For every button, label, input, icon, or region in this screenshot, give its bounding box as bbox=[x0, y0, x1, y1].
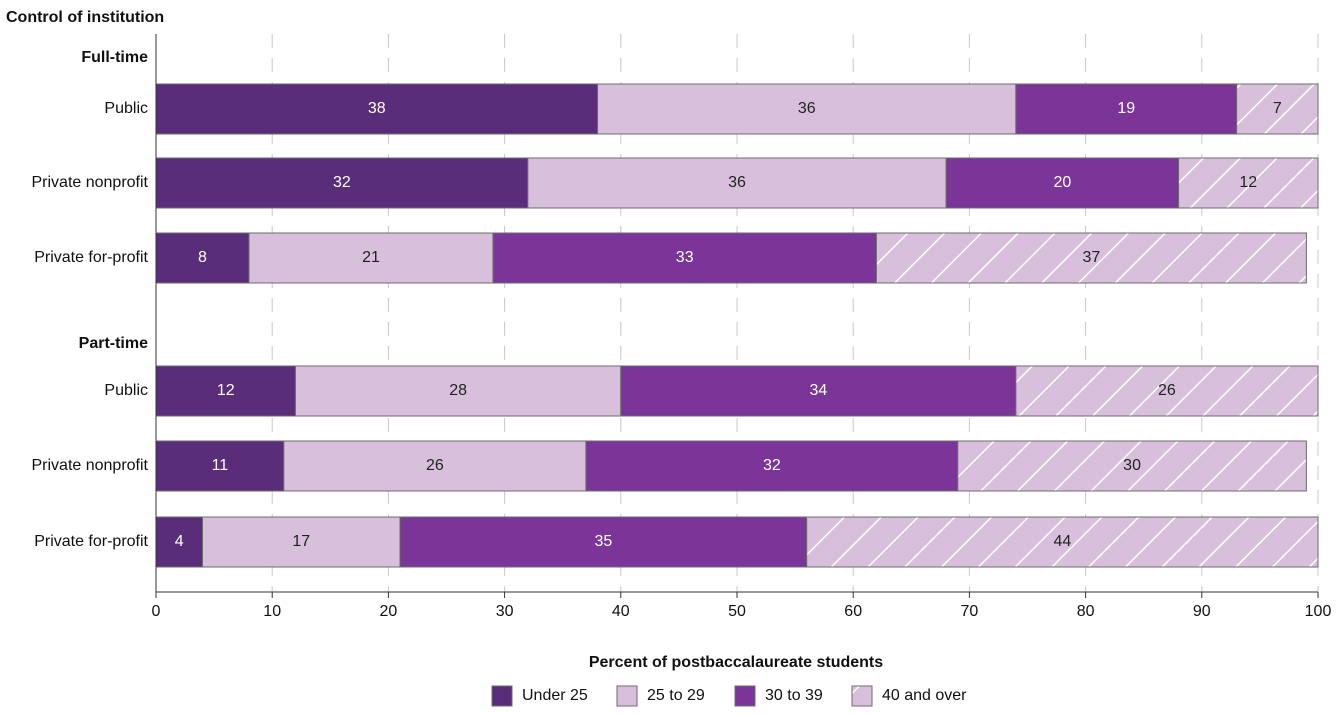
bar-segment bbox=[585, 440, 959, 492]
data-label: 26 bbox=[1158, 382, 1176, 399]
bar-segment bbox=[1236, 83, 1319, 135]
bar-segment bbox=[248, 232, 494, 284]
legend-swatch bbox=[491, 685, 513, 707]
data-label: 19 bbox=[1117, 100, 1135, 117]
bar-segment bbox=[155, 232, 250, 284]
data-label: 21 bbox=[362, 249, 380, 266]
bar-segment bbox=[294, 365, 622, 417]
bar-segment bbox=[155, 157, 529, 209]
bar-segment bbox=[945, 157, 1180, 209]
chart-title: Control of institution bbox=[6, 9, 164, 26]
bar-segment bbox=[806, 516, 1319, 568]
x-tick-label: 50 bbox=[728, 603, 746, 620]
data-label: 20 bbox=[1053, 174, 1071, 191]
category-label: Public bbox=[104, 382, 148, 399]
bar-segment bbox=[155, 365, 296, 417]
x-axis: 0 10 20 30 40 50 60 70 80 90 100 bbox=[152, 34, 1332, 620]
legend-swatch bbox=[616, 685, 638, 707]
legend-label: 40 and over bbox=[882, 687, 967, 704]
category-label: Private nonprofit bbox=[31, 174, 148, 191]
bar-segment bbox=[492, 232, 877, 284]
legend-label: Under 25 bbox=[522, 687, 588, 704]
x-tick-label: 40 bbox=[612, 603, 630, 620]
data-label: 34 bbox=[809, 382, 827, 399]
data-label: 33 bbox=[676, 249, 694, 266]
bar-segment bbox=[155, 516, 203, 568]
group-label: Full-time bbox=[81, 49, 148, 66]
category-label: Private for-profit bbox=[34, 249, 148, 266]
legend-swatch bbox=[851, 685, 873, 707]
data-label: 8 bbox=[198, 249, 207, 266]
bar-segment bbox=[875, 232, 1307, 284]
x-tick-label: 80 bbox=[1077, 603, 1095, 620]
x-tick-label: 70 bbox=[961, 603, 979, 620]
data-label: 28 bbox=[449, 382, 467, 399]
bar-segment bbox=[597, 83, 1017, 135]
x-tick-label: 90 bbox=[1193, 603, 1211, 620]
bar-segment bbox=[1178, 157, 1319, 209]
bar-segment bbox=[957, 440, 1307, 492]
data-label: 32 bbox=[333, 174, 351, 191]
legend: Under 25 25 to 29 30 to 39 40 and over bbox=[491, 685, 967, 707]
data-label: 37 bbox=[1083, 249, 1101, 266]
bar-segment bbox=[155, 440, 285, 492]
bar-segment bbox=[155, 83, 599, 135]
x-tick-label: 30 bbox=[496, 603, 514, 620]
data-label: 44 bbox=[1053, 533, 1071, 550]
x-tick-label: 60 bbox=[844, 603, 862, 620]
legend-label: 30 to 39 bbox=[765, 687, 823, 704]
data-label: 17 bbox=[292, 533, 310, 550]
data-label: 4 bbox=[175, 533, 184, 550]
data-label: 12 bbox=[1239, 174, 1257, 191]
x-axis-label: Percent of postbaccalaureate students bbox=[589, 654, 883, 671]
bar-segment bbox=[1015, 365, 1319, 417]
grid-lines bbox=[271, 34, 1319, 592]
category-label: Private nonprofit bbox=[31, 457, 148, 474]
bar-segment bbox=[399, 516, 808, 568]
data-label: 11 bbox=[212, 457, 229, 474]
data-label: 36 bbox=[798, 100, 816, 117]
data-label: 7 bbox=[1273, 100, 1282, 117]
data-label: 32 bbox=[763, 457, 781, 474]
data-label: 38 bbox=[368, 100, 386, 117]
data-label: 30 bbox=[1123, 457, 1141, 474]
legend-label: 25 to 29 bbox=[647, 687, 705, 704]
bar-segment bbox=[201, 516, 401, 568]
x-tick-label: 100 bbox=[1305, 603, 1332, 620]
x-tick-label: 20 bbox=[380, 603, 398, 620]
legend-swatch bbox=[734, 685, 756, 707]
group-label: Part-time bbox=[79, 335, 148, 352]
category-label: Public bbox=[104, 100, 148, 117]
bar-segment bbox=[620, 365, 1017, 417]
data-label: 36 bbox=[728, 174, 746, 191]
data-label: 35 bbox=[594, 533, 612, 550]
data-label: 12 bbox=[217, 382, 235, 399]
x-tick-label: 10 bbox=[263, 603, 281, 620]
data-label: 26 bbox=[426, 457, 444, 474]
bars: 38 36 19 7 32 36 20 12 8 21 33 37 12 28 34 26 11 26 32 30 4 1… bbox=[155, 83, 1319, 568]
bar-segment bbox=[527, 157, 947, 209]
category-label: Private for-profit bbox=[34, 533, 148, 550]
bar-segment bbox=[283, 440, 587, 492]
y-axis-labels: Full-time Public Private nonprofit Private … bbox=[31, 49, 148, 550]
bar-segment bbox=[1015, 83, 1238, 135]
x-tick-label: 0 bbox=[152, 603, 161, 620]
